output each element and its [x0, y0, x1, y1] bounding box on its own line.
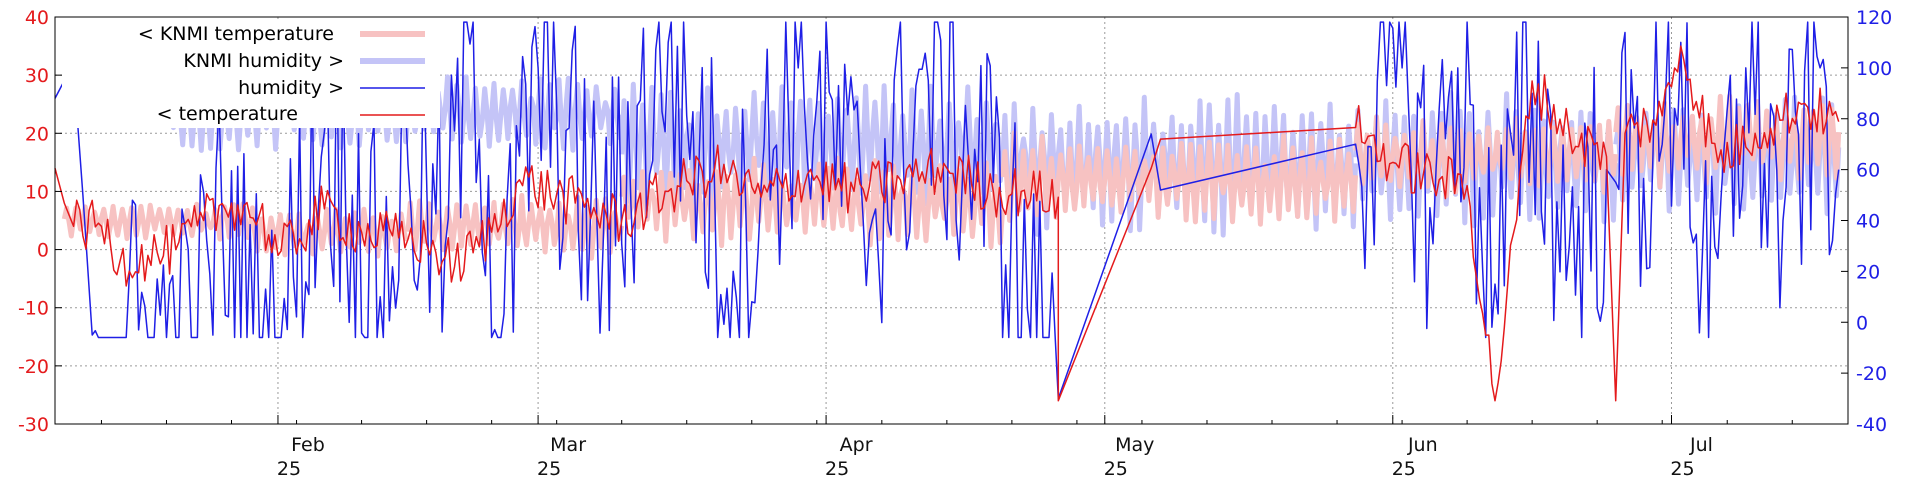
x-tick-label-year: 25: [825, 458, 849, 480]
series-knmi-temp-line: [1000, 130, 1359, 227]
x-tick-label-month: Apr: [840, 434, 873, 456]
y-right-tick-label: 120: [1856, 7, 1892, 29]
y-left-tick-label: 0: [37, 240, 49, 262]
x-tick-label-year: 25: [1392, 458, 1416, 480]
series-knmi-temp-line: [61, 201, 253, 242]
y-left-tick-label: -10: [18, 298, 49, 320]
y-left-tick-label: -20: [18, 356, 49, 378]
series-temp-line: [54, 45, 1840, 402]
y-left-tick-label: 40: [25, 7, 49, 29]
y-right-tick-label: -20: [1856, 363, 1887, 385]
y-right-tick-label: 0: [1856, 312, 1868, 334]
y-left-tick-label: 10: [25, 181, 49, 203]
legend-label-temperature: < temperature: [157, 103, 298, 125]
legend: < KNMI temperature KNMI humidity > humid…: [62, 20, 440, 128]
series-knmi-temp-line: [1353, 114, 1619, 199]
series-hum-line: [54, 21, 1840, 400]
legend-label-humidity: humidity >: [238, 77, 344, 99]
y-right-tick-label: 20: [1856, 261, 1880, 283]
x-tick-label-month: May: [1115, 434, 1154, 456]
y-right-tick-label: 100: [1856, 58, 1892, 80]
x-tick-label-month: Mar: [550, 434, 586, 456]
legend-label-knmi-temperature: < KNMI temperature: [138, 23, 334, 45]
y-right-tick-label: 80: [1856, 109, 1880, 131]
y-axis-right: -40 -20 0 20 40 60 80 100 120: [1841, 7, 1892, 436]
x-tick-label-year: 25: [277, 458, 301, 480]
x-tick-label-year: 25: [1104, 458, 1128, 480]
y-axis-left: -30 -20 -10 0 10 20 30 40: [18, 7, 62, 436]
y-left-tick-label: 30: [25, 65, 49, 87]
y-left-tick-label: 20: [25, 123, 49, 145]
y-right-tick-label: 60: [1856, 160, 1880, 182]
legend-label-knmi-humidity: KNMI humidity >: [183, 50, 344, 72]
y-left-tick-label: -30: [18, 414, 49, 436]
x-tick-label-month: Jul: [1689, 434, 1713, 456]
x-tick-label-month: Feb: [291, 434, 325, 456]
x-tick-label-year: 25: [1670, 458, 1694, 480]
legend-box: [62, 20, 440, 128]
y-right-tick-label: 40: [1856, 211, 1880, 233]
y-right-tick-label: -40: [1856, 414, 1887, 436]
x-tick-label-month: Jun: [1407, 434, 1438, 456]
x-tick-label-year: 25: [537, 458, 561, 480]
